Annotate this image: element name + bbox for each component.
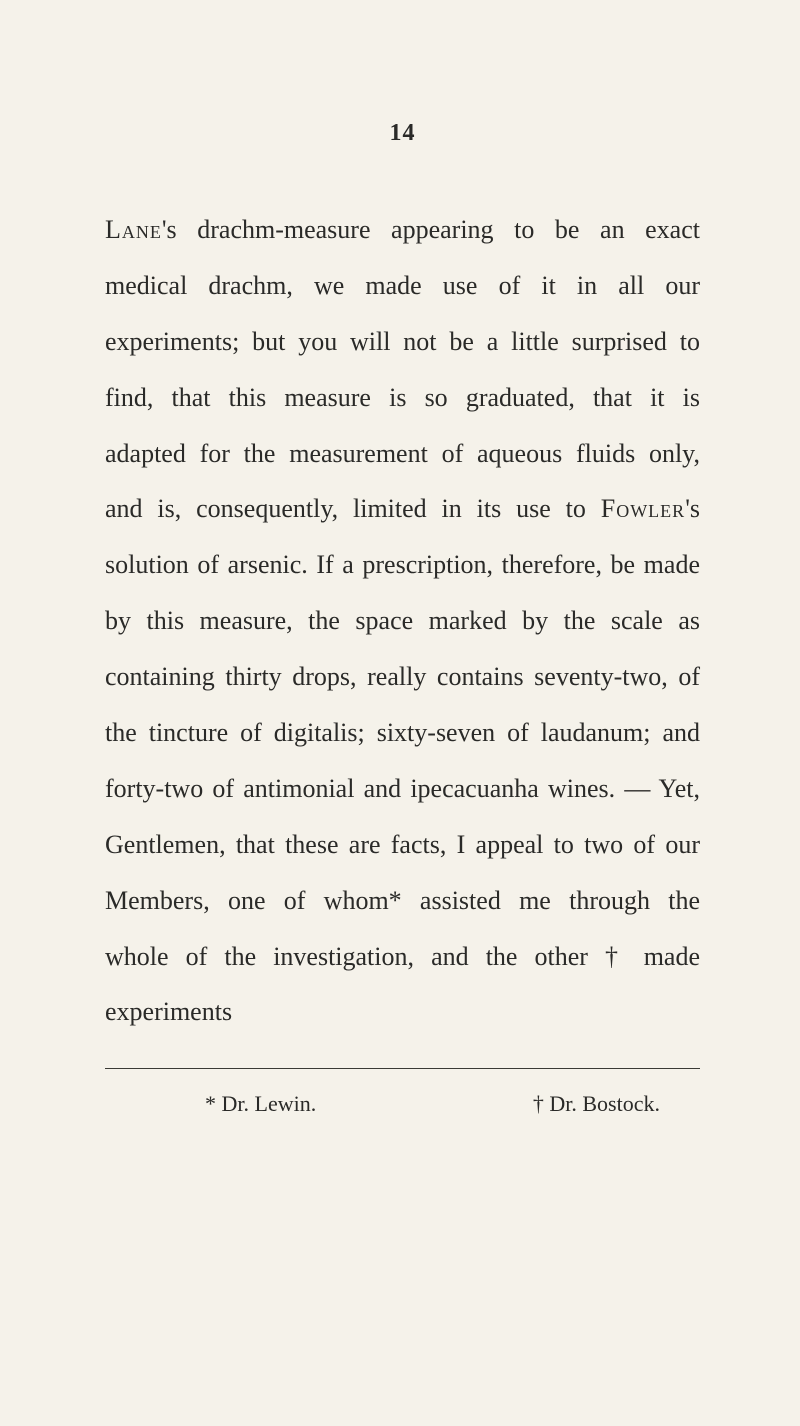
- footnote-separator: [105, 1068, 700, 1069]
- body-paragraph: Lane's drachm-measure appearing to be an…: [105, 202, 700, 1040]
- name-lane: Lane: [105, 215, 162, 244]
- footnote-right: † Dr. Bostock.: [533, 1091, 660, 1117]
- name-fowler: Fowler: [601, 494, 685, 523]
- footnote-left: * Dr. Lewin.: [205, 1091, 316, 1117]
- footnote-row: * Dr. Lewin. † Dr. Bostock.: [105, 1091, 700, 1117]
- page-number: 14: [105, 120, 700, 147]
- document-page: 14 Lane's drachm-measure appearing to be…: [0, 0, 800, 1197]
